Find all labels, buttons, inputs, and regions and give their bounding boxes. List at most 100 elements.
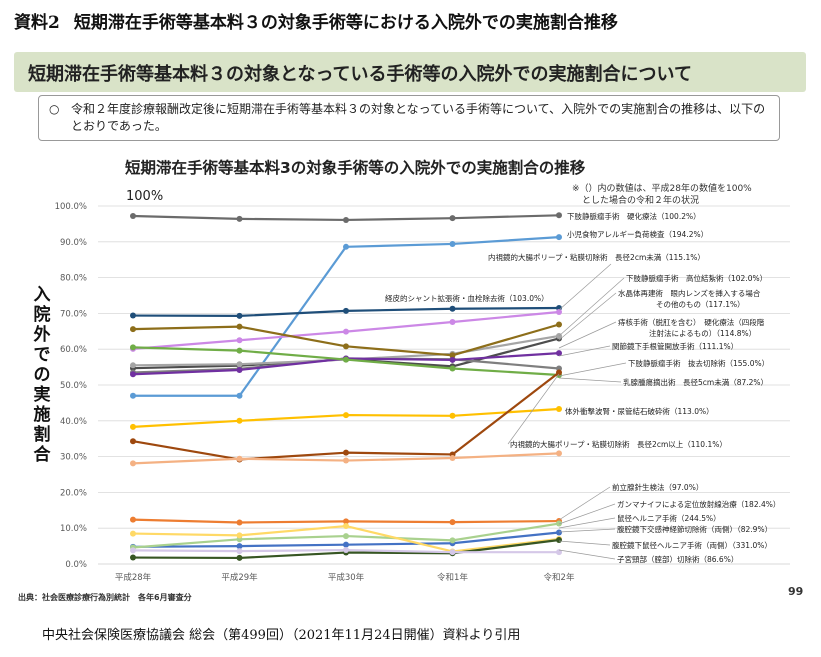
data-point [449, 356, 456, 363]
data-point [236, 323, 243, 330]
data-point [130, 516, 136, 523]
annotation-label: 下肢静脈瘤手術 高位結紮術（102.0%） [626, 273, 767, 283]
data-point [343, 533, 349, 540]
data-point [130, 326, 136, 333]
annotation-leader-line [558, 540, 611, 546]
data-point [236, 347, 243, 354]
data-point [556, 520, 562, 527]
x-tick-label: 令和2年 [544, 572, 575, 583]
annotation-label: 内視鏡的大腸ポリープ・粘膜切除術 長径2cm未満（115.1%） [488, 252, 705, 262]
annotation-leader-line [507, 373, 560, 445]
y-tick-label: 90.0% [60, 238, 87, 248]
data-point [343, 243, 349, 250]
data-point [343, 356, 349, 363]
y-axis-vertical-label: 入院外での実施割合 [33, 285, 51, 465]
data-point [449, 352, 456, 359]
annotation-label: 前立腺針生検法（97.0%） [612, 482, 703, 492]
document-title-tag: 資料2 [14, 13, 60, 33]
data-point [236, 392, 243, 399]
data-point [130, 213, 136, 220]
intro-box: ○ 令和２年度診療報酬改定後に短期滞在手術等基本料３の対象となっている手術等につ… [38, 95, 780, 141]
annotation-label: 痔核手術（脱肛を含む） 硬化療法（四段階 [618, 317, 765, 327]
data-point [449, 318, 456, 325]
annotation-leader-line [558, 362, 627, 377]
y-tick-label: 70.0% [60, 309, 87, 319]
y-tick-label: 30.0% [60, 453, 87, 463]
data-point [130, 344, 136, 351]
chart-title: 短期滞在手術等基本料3の対象手術等の入院外での実施割合の推移 [125, 158, 586, 177]
annotation-label: 注射法によるもの）（114.8%） [649, 328, 756, 338]
data-point [236, 543, 243, 550]
data-point [130, 438, 136, 445]
annotation-label: 体外衝撃波腎・尿管結石破砕術（113.0%） [565, 406, 714, 416]
page-number: 99 [788, 585, 804, 598]
annotation-label: 小児食物アレルギー負荷検査（194.2%） [567, 229, 708, 239]
data-point [236, 548, 243, 555]
data-point [130, 423, 136, 430]
data-point [449, 305, 456, 312]
source-note: 出典：社会医療診療行為別統計 各年6月審査分 [18, 593, 192, 602]
data-point [130, 362, 136, 369]
data-point [343, 412, 349, 419]
section-banner-text: 短期滞在手術等基本料３の対象となっている手術等の入院外での実施割合について [28, 64, 693, 85]
data-point [343, 449, 349, 456]
y-tick-label: 20.0% [60, 488, 87, 498]
data-point [556, 405, 562, 412]
annotation-label: 鼠径ヘルニア手術（244.5%） [617, 513, 721, 523]
annotation-leader-line [558, 549, 616, 560]
annotation-leader-line [558, 277, 625, 337]
y-tick-label: 80.0% [60, 274, 87, 284]
annotation-leader-line [558, 528, 616, 533]
data-point [130, 371, 136, 378]
data-point [130, 554, 136, 561]
data-point [343, 547, 349, 554]
data-point [343, 216, 349, 223]
data-point [556, 350, 562, 357]
annotation-leader-line [558, 345, 611, 357]
data-point [236, 366, 243, 373]
document-title-text: 短期滞在手術等基本料３の対象手術等における入院外での実施割合推移 [73, 13, 618, 33]
data-point [449, 215, 456, 222]
data-point [130, 312, 136, 319]
data-point [556, 212, 562, 219]
chart-ymax-label: 100% [126, 189, 163, 204]
annotation-label: 下肢静脈瘤手術 抜去切除術（155.0%） [628, 358, 769, 368]
data-point [343, 541, 349, 548]
data-point [449, 519, 456, 526]
data-point [556, 234, 562, 241]
data-point [556, 369, 562, 376]
annotation-label: 水晶体再建術 眼内レンズを挿入する場合 [618, 288, 761, 298]
data-point [343, 307, 349, 314]
citation-footer: 中央社会保険医療協議会 総会（第499回）（2021年11月24日開催）資料より… [42, 628, 521, 643]
x-tick-label: 平成30年 [328, 572, 365, 583]
y-tick-label: 60.0% [60, 345, 87, 355]
data-point [556, 450, 562, 457]
annotation-label: 腹腔鏡下鼠径ヘルニア手術（両側）（331.0%） [612, 540, 772, 550]
annotation-label: 腹腔鏡下交感神経節切除術（両側）（82.9%） [617, 524, 772, 534]
document-title: 資料2 短期滞在手術等基本料３の対象手術等における入院外での実施割合推移 [14, 8, 618, 33]
data-point [343, 523, 349, 530]
x-tick-label: 平成29年 [221, 572, 258, 583]
data-point [236, 337, 243, 344]
data-point [343, 518, 349, 525]
annotation-label: 内視鏡的大腸ポリープ・粘膜切除術 長径2cm以上（110.1%） [510, 439, 727, 449]
y-tick-label: 40.0% [60, 417, 87, 427]
annotation-label: 乳腺腫瘍摘出術 長径5cm未満（87.2%） [623, 377, 768, 387]
data-point [449, 240, 456, 247]
annotation-leader-line [558, 377, 622, 383]
data-point [130, 460, 136, 467]
chart-note-line-2: とした場合の令和２年の状況 [582, 194, 699, 206]
annotation-label: ガンマナイフによる定位放射線治療（182.4%） [617, 499, 780, 509]
annotation-label: 関節鏡下手根管開放手術（111.1%） [612, 341, 738, 351]
data-point [236, 519, 243, 526]
annotation-leader-line [558, 263, 612, 311]
annotation-leader-line [558, 292, 617, 341]
data-point [130, 547, 136, 554]
annotation-leader-line [558, 486, 611, 521]
section-banner: 短期滞在手術等基本料３の対象となっている手術等の入院外での実施割合について [14, 52, 806, 92]
data-point [236, 455, 243, 462]
data-point [343, 343, 349, 350]
annotation-label: 経皮的シャント拡張術・血栓除去術（103.0%） [385, 293, 549, 303]
data-point [236, 312, 243, 319]
annotation-label: その他のもの（117.1%） [656, 299, 745, 309]
